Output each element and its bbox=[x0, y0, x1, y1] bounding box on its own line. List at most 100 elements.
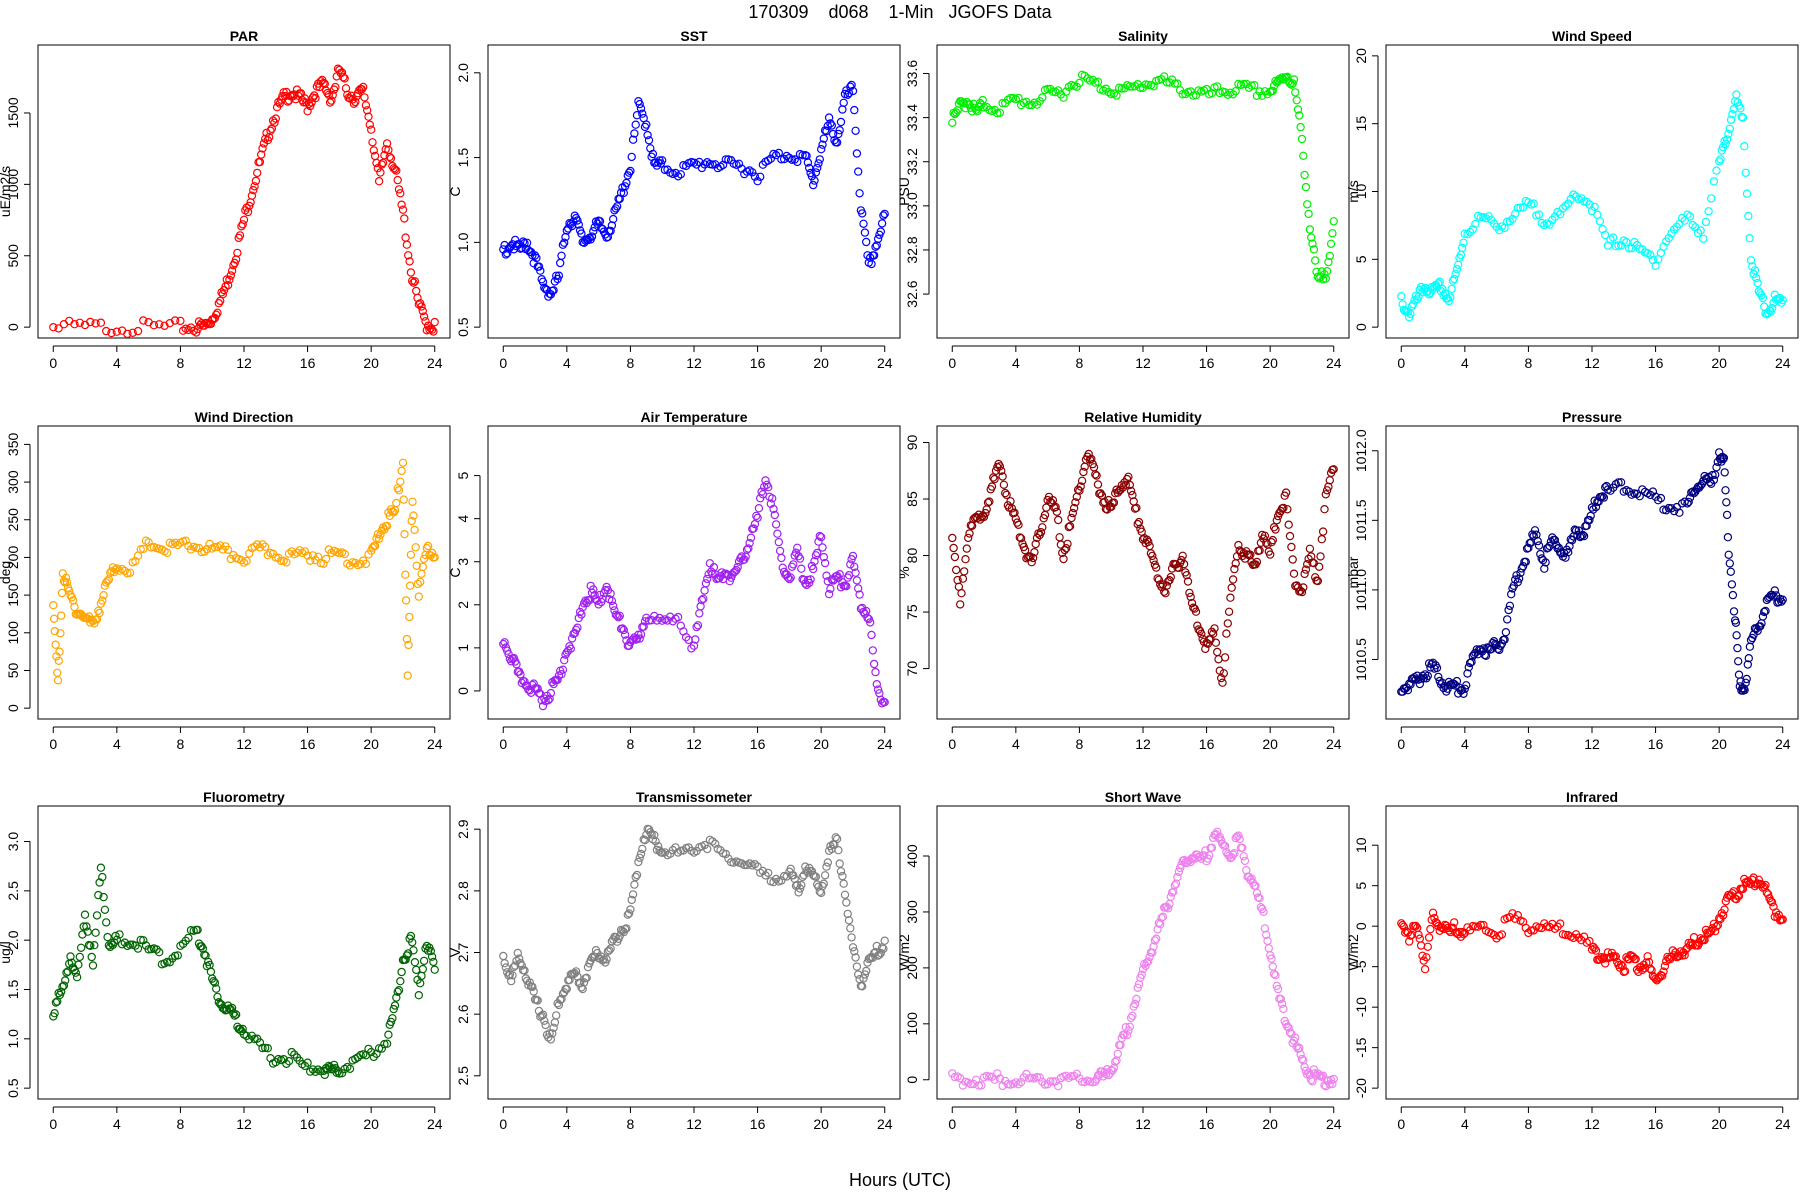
data-point bbox=[49, 614, 59, 624]
data-point bbox=[701, 579, 711, 588]
x-tick-label: 4 bbox=[113, 1116, 121, 1132]
y-tick-label: 150 bbox=[5, 583, 21, 607]
data-point bbox=[62, 578, 72, 587]
data-point bbox=[1235, 834, 1244, 844]
data-point bbox=[630, 880, 639, 889]
data-point bbox=[1075, 486, 1084, 495]
data-point bbox=[1653, 496, 1663, 505]
data-point bbox=[1724, 129, 1733, 139]
data-point bbox=[227, 1003, 237, 1013]
panel-title: Wind Speed bbox=[1552, 28, 1632, 44]
data-point bbox=[1169, 887, 1178, 896]
data-point bbox=[427, 952, 437, 961]
x-tick-label: 0 bbox=[948, 736, 956, 752]
data-point bbox=[1224, 607, 1234, 617]
panel-relative-humidity: Relative Humidity 0 4 8 12 16 20 24 70 75 80 85 90% bbox=[896, 409, 1350, 752]
data-point bbox=[638, 109, 647, 118]
y-tick-label: 10 bbox=[1353, 184, 1369, 200]
data-point bbox=[587, 232, 597, 241]
data-point bbox=[1210, 624, 1219, 633]
data-point bbox=[1279, 1004, 1288, 1014]
data-point bbox=[1740, 141, 1749, 151]
data-point bbox=[243, 207, 253, 217]
panel-title: Fluorometry bbox=[203, 789, 285, 805]
data-point bbox=[691, 635, 700, 644]
data-point bbox=[995, 462, 1005, 471]
data-point bbox=[624, 168, 634, 177]
data-point bbox=[56, 629, 65, 638]
data-point bbox=[72, 973, 82, 982]
data-point bbox=[589, 585, 598, 594]
data-point bbox=[1403, 307, 1413, 316]
data-point bbox=[55, 647, 64, 656]
data-point bbox=[225, 275, 234, 284]
data-point bbox=[571, 967, 581, 976]
data-point bbox=[1745, 233, 1754, 243]
data-point bbox=[389, 1004, 398, 1014]
x-tick-label: 24 bbox=[427, 736, 443, 752]
data-point bbox=[611, 610, 621, 619]
data-point bbox=[1505, 217, 1515, 226]
x-tick-label: 24 bbox=[1775, 355, 1791, 371]
data-point bbox=[627, 152, 636, 162]
data-point bbox=[258, 144, 267, 153]
data-point bbox=[824, 113, 834, 122]
data-point bbox=[1616, 960, 1626, 969]
data-point bbox=[873, 234, 883, 244]
data-point bbox=[1293, 105, 1303, 114]
data-point bbox=[411, 543, 420, 552]
data-point bbox=[1725, 124, 1735, 134]
data-point bbox=[321, 554, 331, 564]
data-point bbox=[1521, 557, 1531, 567]
data-point bbox=[1461, 681, 1471, 690]
data-point bbox=[1661, 956, 1671, 966]
panel-short-wave: Short Wave 0 4 8 12 16 20 24 0 100 200 300 400 W/m2 bbox=[896, 789, 1350, 1132]
data-point bbox=[382, 1039, 392, 1048]
data-point bbox=[88, 961, 98, 970]
data-point bbox=[1476, 213, 1485, 222]
data-point bbox=[223, 545, 233, 555]
data-point bbox=[548, 1029, 557, 1038]
data-point bbox=[1600, 959, 1610, 968]
data-point bbox=[409, 511, 418, 520]
data-point bbox=[589, 226, 598, 236]
y-axis-label: mbar bbox=[1345, 556, 1361, 588]
data-point bbox=[1463, 229, 1472, 239]
data-point bbox=[1329, 217, 1338, 226]
data-point bbox=[1726, 115, 1736, 125]
y-tick-label: 33.0 bbox=[904, 192, 920, 219]
data-point bbox=[1079, 467, 1088, 477]
data-point bbox=[1260, 924, 1270, 933]
data-point bbox=[842, 582, 851, 591]
data-point bbox=[133, 326, 143, 336]
x-tick-label: 0 bbox=[499, 355, 507, 371]
data-point bbox=[176, 316, 185, 326]
data-point bbox=[1322, 486, 1332, 495]
data-point bbox=[238, 220, 247, 229]
data-point bbox=[233, 248, 242, 258]
data-point bbox=[1220, 841, 1230, 851]
data-point bbox=[571, 625, 581, 635]
data-point bbox=[1161, 589, 1170, 598]
data-point bbox=[819, 552, 829, 562]
data-point bbox=[1287, 542, 1296, 552]
data-point bbox=[957, 589, 966, 598]
data-point bbox=[351, 558, 360, 568]
data-point bbox=[202, 544, 212, 554]
data-point bbox=[613, 611, 622, 621]
data-point bbox=[410, 525, 419, 535]
x-tick-label: 20 bbox=[363, 355, 379, 371]
data-point bbox=[771, 150, 781, 160]
data-point bbox=[546, 1035, 556, 1044]
data-point bbox=[822, 862, 831, 871]
data-point bbox=[655, 846, 664, 855]
data-point bbox=[520, 677, 529, 686]
data-point bbox=[786, 573, 795, 582]
data-point bbox=[389, 508, 398, 517]
data-point bbox=[789, 560, 798, 569]
data-point bbox=[1416, 941, 1426, 950]
data-point bbox=[1059, 554, 1068, 564]
data-point bbox=[405, 257, 414, 266]
data-point bbox=[303, 1058, 312, 1067]
data-point bbox=[1261, 930, 1271, 940]
